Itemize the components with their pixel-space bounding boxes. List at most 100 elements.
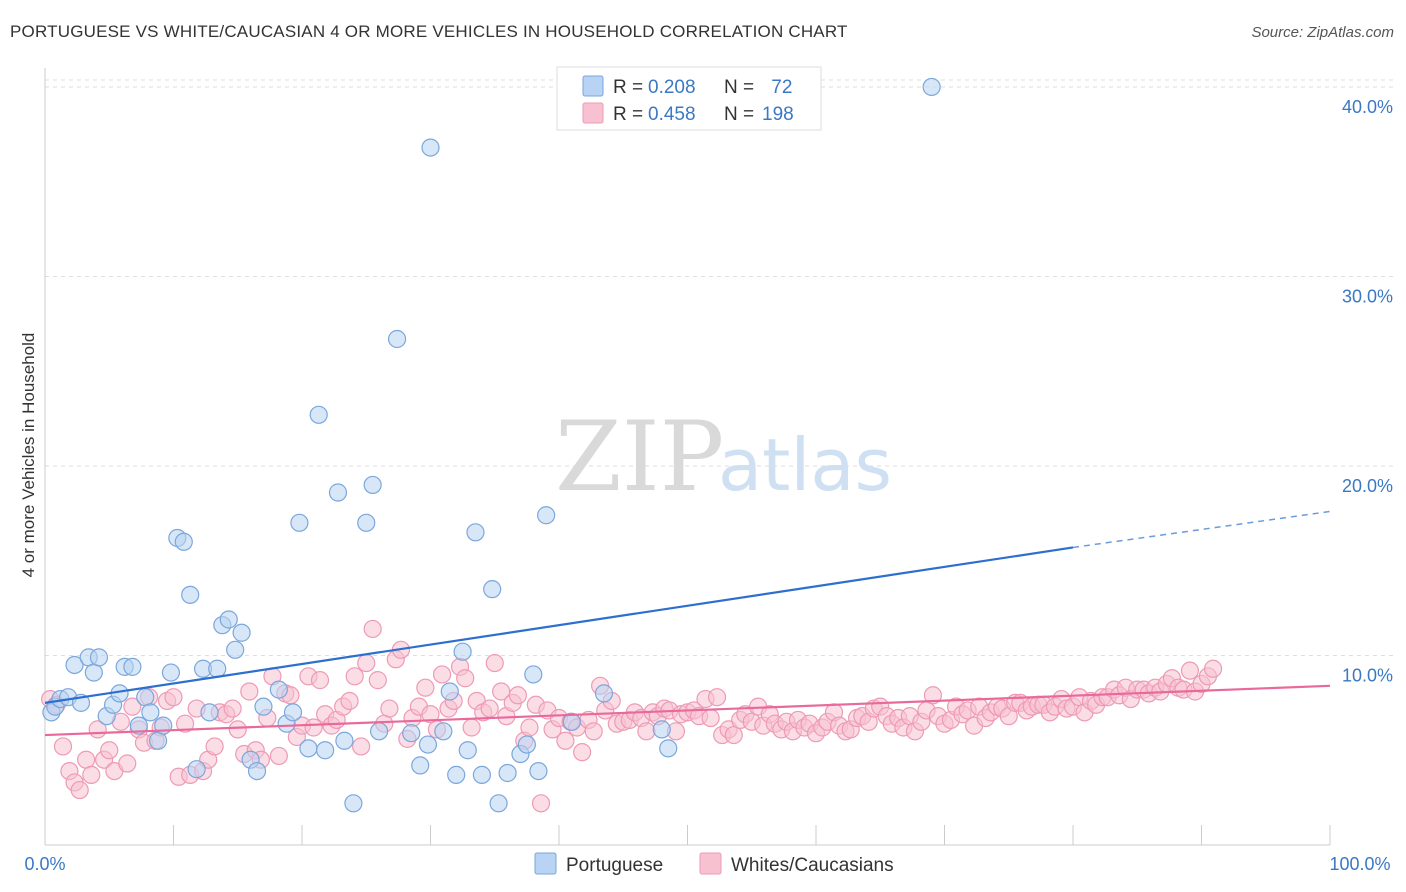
point-whites-14 (123, 697, 142, 716)
point-portuguese-19 (161, 663, 181, 682)
point-whites-31 (223, 699, 242, 718)
point-portuguese-47 (387, 329, 407, 349)
chart-title: PORTUGUESE VS WHITE/CAUCASIAN 4 OR MORE … (10, 22, 848, 41)
point-portuguese-26 (208, 659, 227, 678)
point-portuguese-71 (922, 77, 941, 97)
x-ticks (44, 825, 1331, 845)
point-whites-39 (269, 746, 288, 766)
watermark: ZIP atlas (555, 401, 892, 513)
point-portuguese-55 (453, 642, 472, 661)
point-whites-21 (164, 688, 183, 707)
point-whites-91 (573, 743, 592, 762)
point-whites-28 (205, 737, 224, 756)
point-whites-55 (363, 619, 382, 639)
legend-swatch-whites (582, 102, 604, 124)
point-whites-82 (520, 718, 539, 737)
point-portuguese-16 (141, 703, 160, 722)
point-whites-67 (432, 665, 452, 684)
point-whites-5 (70, 780, 89, 800)
point-whites-34 (240, 682, 259, 701)
y-tick-label-10: 10.0% (1342, 665, 1393, 685)
point-portuguese-8 (89, 648, 109, 667)
point-portuguese-53 (440, 682, 459, 701)
point-portuguese-21 (174, 532, 193, 551)
point-portuguese-51 (421, 138, 440, 157)
legend-n-label-1: N = (724, 77, 754, 98)
point-portuguese-43 (344, 794, 363, 813)
point-portuguese-54 (447, 765, 466, 784)
point-whites-64 (416, 678, 435, 697)
trend-line-portuguese (44, 546, 1074, 704)
point-whites-71 (456, 669, 475, 688)
trend-lines (44, 510, 1331, 737)
point-portuguese-14 (129, 716, 148, 735)
point-portuguese-41 (328, 483, 348, 502)
point-whites-75 (480, 699, 499, 718)
correlation-legend: R = 0.208 N = 72 R = 0.458 N = 198 (556, 66, 822, 131)
point-portuguese-7 (84, 663, 103, 682)
point-whites-54 (357, 653, 376, 673)
point-whites-52 (345, 667, 364, 686)
point-whites-76 (485, 653, 504, 673)
y-tick-labels: 10.0% 20.0% 30.0% 40.0% (1342, 97, 1393, 686)
point-whites-102 (637, 722, 656, 741)
point-portuguese-36 (283, 703, 303, 722)
y-tick-label-40: 40.0% (1342, 97, 1393, 117)
point-portuguese-25 (200, 703, 219, 722)
point-whites-84 (531, 794, 551, 813)
point-whites-46 (310, 671, 330, 690)
point-whites-58 (380, 699, 399, 718)
point-portuguese-40 (316, 741, 335, 760)
point-portuguese-28 (219, 610, 238, 629)
bottom-legend-label-portuguese: Portuguese (566, 855, 663, 876)
point-whites-45 (304, 718, 323, 737)
point-portuguese-65 (529, 761, 548, 781)
legend-n-label-2: N = (724, 104, 754, 125)
point-whites-53 (352, 737, 371, 756)
point-portuguese-66 (537, 506, 556, 525)
point-portuguese-17 (148, 731, 168, 750)
watermark-zip: ZIP (555, 401, 724, 513)
legend-n-value-1: 72 (766, 77, 792, 98)
point-portuguese-49 (411, 756, 430, 775)
point-portuguese-69 (652, 720, 671, 739)
point-portuguese-38 (299, 739, 318, 758)
point-whites-113 (701, 708, 720, 728)
legend-r-value-1: 0.208 (648, 77, 696, 98)
point-portuguese-22 (181, 585, 200, 604)
point-portuguese-34 (269, 680, 288, 699)
point-portuguese-58 (472, 765, 491, 784)
bottom-legend-swatch-whites (699, 852, 722, 875)
chart-source: Source: ZipAtlas.com (1251, 24, 1394, 41)
point-whites-65 (421, 705, 440, 724)
point-portuguese-46 (370, 722, 389, 741)
legend-n-value-2: 198 (762, 104, 794, 125)
gridlines (45, 79, 1395, 656)
point-portuguese-23 (187, 760, 206, 779)
point-portuguese-56 (458, 741, 477, 760)
point-portuguese-39 (309, 405, 328, 424)
trend-line-portuguese-extension (1072, 510, 1331, 549)
point-portuguese-59 (483, 580, 502, 599)
bottom-legend-label-whites: Whites/Caucasians (731, 855, 894, 876)
point-whites-2 (53, 737, 73, 756)
y-axis-title: 4 or more Vehicles in Household (19, 333, 38, 578)
x-tick-label-min: 0.0% (24, 854, 65, 874)
legend-r-label-1: R = (613, 77, 643, 98)
point-whites-32 (228, 720, 247, 739)
point-portuguese-68 (594, 684, 614, 703)
point-portuguese-44 (357, 513, 376, 532)
series-whites-points (41, 619, 1223, 813)
point-portuguese-60 (489, 794, 508, 813)
point-portuguese-29 (226, 640, 245, 659)
x-tick-label-max: 100.0% (1329, 854, 1390, 874)
point-whites-80 (508, 686, 527, 705)
point-whites-195 (1180, 661, 1200, 680)
legend-r-value-2: 0.458 (648, 104, 696, 125)
point-portuguese-4 (65, 655, 84, 675)
point-portuguese-13 (123, 657, 142, 676)
legend-r-label-2: R = (613, 104, 643, 125)
point-whites-93 (584, 722, 603, 741)
point-whites-117 (724, 725, 743, 745)
